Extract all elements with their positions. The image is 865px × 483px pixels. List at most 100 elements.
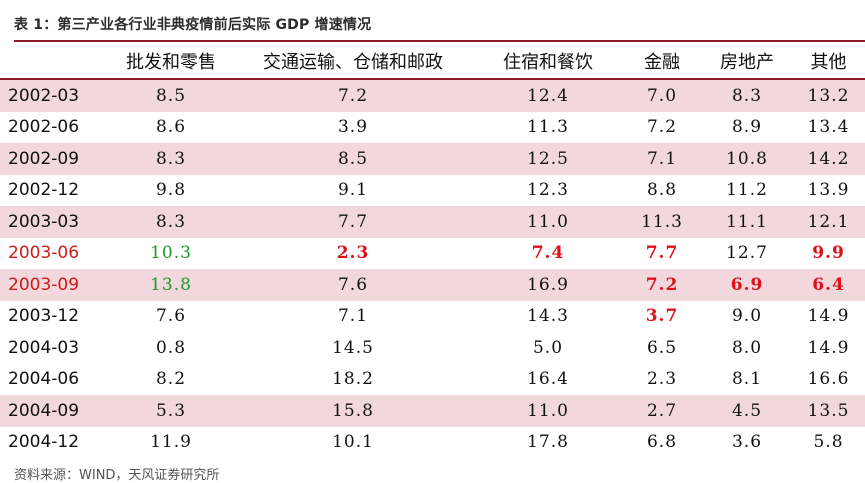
value-cell: 13.2 [792,79,865,112]
header-cell-real-estate: 房地产 [702,44,792,80]
value-cell: 6.9 [702,269,792,301]
value-cell: 13.9 [807,180,850,201]
row-date: 2002-09 [0,143,110,175]
row-date: 2002-03 [0,79,110,112]
value-cell: 8.5 [110,79,232,112]
value-cell: 11.0 [474,395,622,427]
table-caption: 表 1：第三产业各行业非典疫情前后实际 GDP 增速情况 [14,17,372,33]
header-row: 批发和零售 交通运输、仓储和邮政 住宿和餐饮 金融 房地产 其他 [0,44,865,80]
value-cell: 9.0 [731,306,763,327]
header-cell-other: 其他 [792,44,865,80]
value-cell: 7.7 [645,243,679,264]
value-cell: 8.9 [731,117,763,138]
row-date: 2004-06 [8,369,80,390]
value-cell: 7.7 [232,206,474,238]
gdp-growth-table: 批发和零售 交通运输、仓储和邮政 住宿和餐饮 金融 房地产 其他 2002-03… [0,44,865,458]
caption-divider [14,40,865,42]
value-cell: 12.1 [792,206,865,238]
value-cell: 3.6 [731,432,763,453]
value-cell: 7.0 [622,79,702,112]
value-cell: 14.3 [527,306,569,327]
row-date: 2003-12 [8,306,80,327]
value-cell: 0.8 [155,337,187,358]
value-cell: 11.9 [150,432,192,453]
value-cell: 12.3 [527,180,569,201]
value-cell: 9.1 [337,180,369,201]
header-cell-transport: 交通运输、仓储和邮政 [232,44,474,80]
value-cell: 8.2 [155,369,187,390]
value-cell: 8.0 [731,337,763,358]
header-cell-finance: 金融 [622,44,702,80]
value-cell: 14.2 [792,143,865,175]
value-cell: 15.8 [232,395,474,427]
table-row: 2002-09 8.3 8.5 12.5 7.1 10.8 14.2 [0,143,865,175]
value-cell: 2.3 [646,369,678,390]
value-cell: 11.3 [527,117,569,138]
value-cell: 8.3 [110,143,232,175]
row-date: 2003-03 [0,206,110,238]
table-row: 2004-09 5.3 15.8 11.0 2.7 4.5 13.5 [0,395,865,427]
value-cell: 10.8 [702,143,792,175]
row-date: 2004-12 [8,432,80,453]
value-cell: 11.2 [726,180,768,201]
table-row: 2004-03 0.8 14.5 5.0 6.5 8.0 14.9 [0,332,865,364]
value-cell: 7.1 [622,143,702,175]
value-cell: 7.4 [531,243,565,264]
header-cell-wholesale-retail: 批发和零售 [110,44,232,80]
value-cell: 8.5 [232,143,474,175]
value-cell: 14.5 [332,337,374,358]
value-cell: 10.3 [150,243,192,264]
value-cell: 14.9 [807,306,850,327]
row-date: 2004-09 [0,395,110,427]
value-cell: 7.2 [622,269,702,301]
value-cell: 12.7 [726,243,768,264]
value-cell: 5.0 [532,337,564,358]
table-row: 2002-03 8.5 7.2 12.4 7.0 8.3 13.2 [0,79,865,112]
value-cell: 8.1 [731,369,763,390]
header-cell-accommodation: 住宿和餐饮 [474,44,622,80]
row-date: 2004-03 [8,337,80,358]
value-cell: 11.3 [622,206,702,238]
value-cell: 5.3 [110,395,232,427]
value-cell: 10.1 [332,432,374,453]
value-cell: 14.9 [807,337,850,358]
row-date: 2003-06 [8,243,80,264]
value-cell: 18.2 [332,369,374,390]
value-cell: 4.5 [702,395,792,427]
value-cell: 12.4 [474,79,622,112]
value-cell: 3.7 [645,306,679,327]
value-cell: 9.9 [812,243,845,264]
value-cell: 6.8 [646,432,678,453]
row-date: 2003-09 [0,269,110,301]
table-row: 2003-03 8.3 7.7 11.0 11.3 11.1 12.1 [0,206,865,238]
row-date: 2002-12 [8,180,80,201]
value-cell: 12.5 [474,143,622,175]
table-row: 2003-06 10.3 2.3 7.4 7.7 12.7 9.9 [0,238,865,270]
value-cell: 8.8 [646,180,678,201]
table-row: 2002-12 9.8 9.1 12.3 8.8 11.2 13.9 [0,175,865,207]
value-cell: 13.4 [807,117,850,138]
value-cell: 7.6 [232,269,474,301]
value-cell: 5.8 [813,432,844,453]
value-cell: 8.3 [110,206,232,238]
value-cell: 7.2 [232,79,474,112]
value-cell: 13.8 [110,269,232,301]
source-note: 资料来源：WIND，天风证券研究所 [14,468,220,483]
table-row: 2004-12 11.9 10.1 17.8 6.8 3.6 5.8 [0,427,865,459]
value-cell: 16.9 [474,269,622,301]
value-cell: 17.8 [527,432,569,453]
value-cell: 7.1 [337,306,369,327]
value-cell: 16.6 [807,369,850,390]
value-cell: 13.5 [792,395,865,427]
value-cell: 7.6 [155,306,187,327]
table-row: 2003-12 7.6 7.1 14.3 3.7 9.0 14.9 [0,301,865,333]
value-cell: 16.4 [527,369,569,390]
value-cell: 8.3 [702,79,792,112]
value-cell: 2.7 [622,395,702,427]
value-cell: 7.2 [646,117,678,138]
row-date: 2002-06 [8,117,80,138]
table-row: 2002-06 8.6 3.9 11.3 7.2 8.9 13.4 [0,112,865,144]
value-cell: 8.6 [155,117,187,138]
table-row: 2004-06 8.2 18.2 16.4 2.3 8.1 16.6 [0,364,865,396]
header-cell-date [0,44,110,80]
